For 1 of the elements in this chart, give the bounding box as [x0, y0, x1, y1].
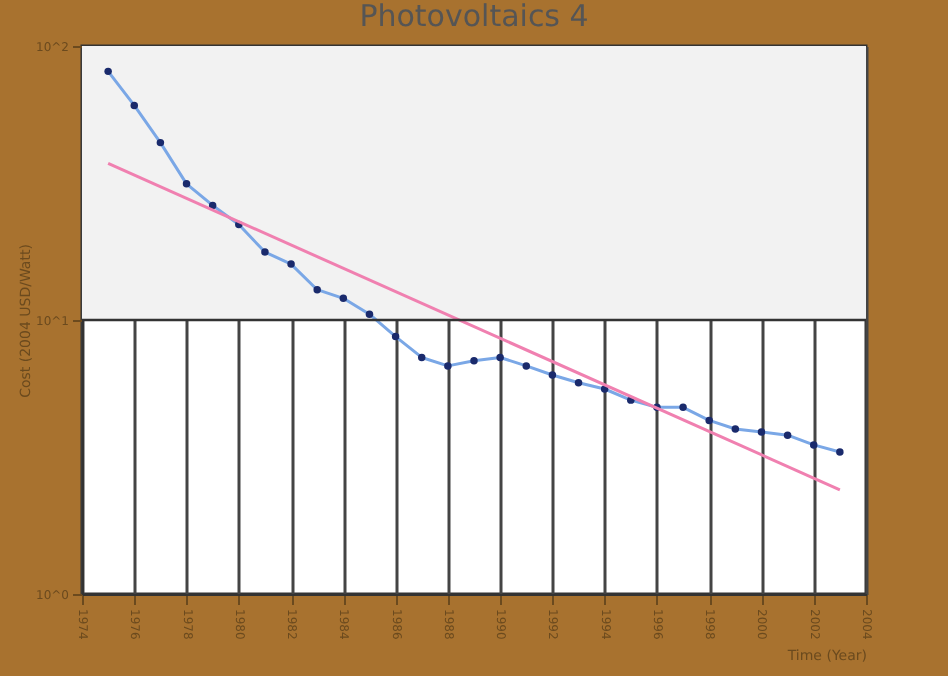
chart-title: Photovoltaics 4	[359, 0, 589, 34]
